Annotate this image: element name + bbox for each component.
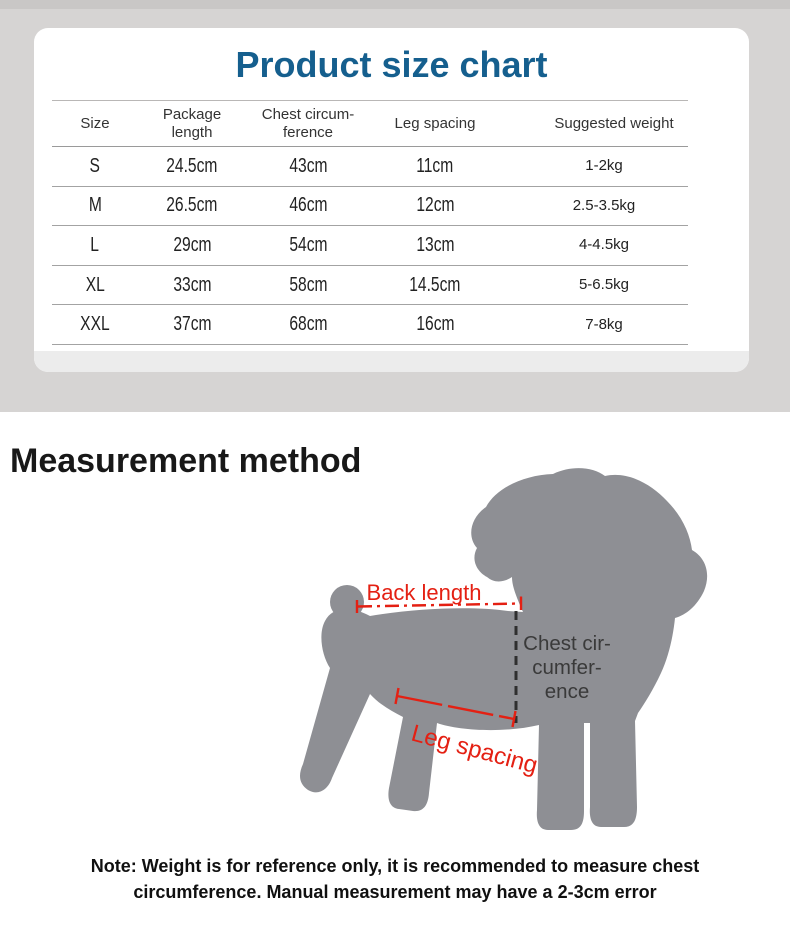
header-chest-circumference: Chest circum-ference	[246, 100, 370, 147]
cell-weight: 1-2kg	[500, 146, 688, 187]
cell-size: M	[52, 186, 138, 227]
header-package-length: Package length	[138, 100, 246, 147]
cell-chest: 68cm	[246, 304, 370, 345]
leg-spacing-line	[396, 694, 515, 721]
cell-leg-spacing: 12cm	[370, 186, 500, 227]
cell-package-length: 33cm	[138, 265, 246, 306]
cell-weight: 7-8kg	[500, 304, 688, 345]
size-table: Size Package length Chest circum-ference…	[52, 100, 688, 345]
cell-weight: 2.5-3.5kg	[500, 186, 688, 227]
header-size: Size	[52, 100, 138, 147]
gray-background: Product size chart Size Package length C…	[0, 0, 790, 412]
cell-size: XL	[52, 265, 138, 306]
top-edge-strip	[0, 0, 790, 9]
dog-silhouette-image	[300, 468, 708, 830]
chest-label-line2: cumfer-	[532, 656, 601, 679]
header-suggested-weight: Suggested weight	[500, 100, 688, 147]
header-leg-spacing: Leg spacing	[370, 100, 500, 147]
table-row: XXL 37cm 68cm 16cm 7-8kg	[52, 304, 688, 345]
back-length-line	[357, 602, 522, 608]
cell-package-length: 26.5cm	[138, 186, 246, 227]
leg-spacing-tick-right	[511, 710, 517, 728]
measurement-method-heading: Measurement method	[10, 442, 362, 480]
leg-spacing-tick-left	[394, 687, 400, 705]
chest-label-line3: ence	[545, 680, 589, 703]
table-row: M 26.5cm 46cm 12cm 2.5-3.5kg	[52, 186, 688, 227]
cell-leg-spacing: 11cm	[370, 146, 500, 187]
cell-package-length: 24.5cm	[138, 146, 246, 187]
cell-size: L	[52, 225, 138, 266]
table-row: S 24.5cm 43cm 11cm 1-2kg	[52, 146, 688, 187]
cell-chest: 58cm	[246, 265, 370, 306]
size-chart-card: Product size chart Size Package length C…	[34, 28, 749, 372]
table-row: L 29cm 54cm 13cm 4-4.5kg	[52, 225, 688, 266]
card-footer-strip	[34, 351, 749, 372]
measurement-diagram: Back length Chest cir- cumfer- ence Leg …	[300, 468, 708, 830]
cell-weight: 5-6.5kg	[500, 265, 688, 306]
cell-size: S	[52, 146, 138, 187]
table-header-row: Size Package length Chest circum-ference…	[52, 100, 688, 147]
cell-leg-spacing: 16cm	[370, 304, 500, 345]
note-text: Note: Weight is for reference only, it i…	[90, 856, 700, 902]
cell-leg-spacing: 14.5cm	[370, 265, 500, 306]
cell-size: XXL	[52, 304, 138, 345]
cell-weight: 4-4.5kg	[500, 225, 688, 266]
cell-package-length: 29cm	[138, 225, 246, 266]
cell-chest: 54cm	[246, 225, 370, 266]
chest-label-line1: Chest cir-	[523, 632, 611, 655]
cell-leg-spacing: 13cm	[370, 225, 500, 266]
cell-chest: 43cm	[246, 146, 370, 187]
cell-chest: 46cm	[246, 186, 370, 227]
cell-package-length: 37cm	[138, 304, 246, 345]
back-length-measure	[355, 596, 523, 613]
leg-spacing-measure	[394, 687, 517, 728]
table-row: XL 33cm 58cm 14.5cm 5-6.5kg	[52, 265, 688, 306]
size-chart-title: Product size chart	[235, 44, 548, 85]
note-section: Note: Weight is for reference only, it i…	[0, 853, 790, 905]
back-length-label: Back length	[367, 580, 482, 605]
